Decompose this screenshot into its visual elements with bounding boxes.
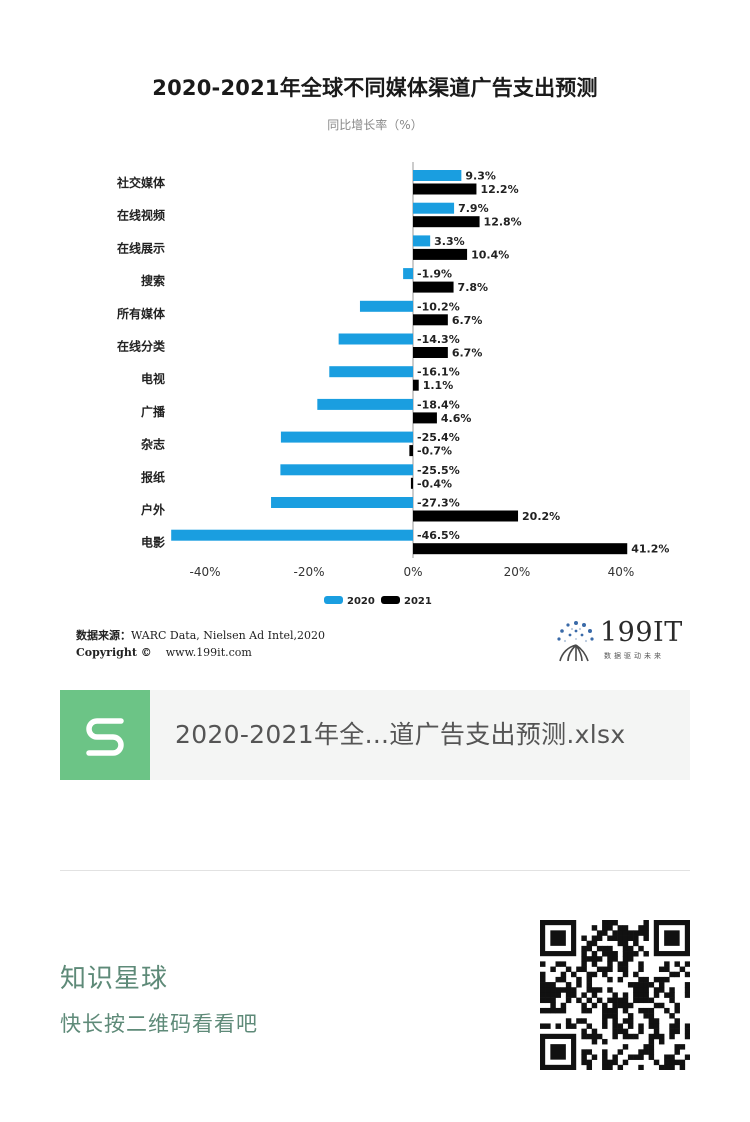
data-label-2020: -18.4% (417, 398, 460, 411)
bar-2020 (413, 202, 455, 214)
planet-title: 知识星球 (60, 964, 169, 994)
source-url: www.199it.com (165, 646, 252, 659)
category-label: 所有媒体 (117, 306, 166, 321)
category-label: 杂志 (141, 437, 165, 452)
source-label: 数据来源： (76, 629, 131, 642)
bar-2021 (410, 477, 413, 489)
bar-chart: 社交媒体 9.3%12.2% 在线视频 7.9%12.8% 在线展示 3.3% 10.4% 搜… (116, 162, 669, 607)
data-label-2021: 10.4% (471, 248, 509, 261)
x-tick-label: 40% (608, 565, 635, 579)
data-label-2020: -16.1% (417, 366, 460, 379)
data-label-2020: -27.3% (417, 497, 460, 510)
category-label: 报纸 (141, 469, 165, 484)
data-label-2021: 4.6% (441, 412, 472, 425)
data-label-2021: 20.2% (522, 510, 560, 523)
legend-swatch-2020 (324, 596, 343, 604)
category-label: 社交媒体 (116, 175, 166, 190)
category-label: 在线展示 (117, 240, 165, 255)
s-file-icon (60, 690, 150, 780)
category-label: 电视 (141, 371, 165, 386)
data-label-2020: 3.3% (434, 235, 465, 248)
bar-2020 (413, 235, 431, 247)
source-line: 数据来源：WARC Data, Nielsen Ad Intel,2020 (76, 627, 325, 643)
data-label-2020: -10.2% (417, 300, 460, 313)
data-label-2021: 1.1% (423, 379, 454, 392)
bar-2021 (409, 445, 413, 457)
data-label-2021: 6.7% (452, 347, 483, 360)
bar-2021 (413, 379, 419, 391)
chart-title: 2020-2021年全球不同媒体渠道广告支出预测 (152, 76, 598, 100)
bar-2020 (171, 529, 413, 541)
bar-2020 (413, 170, 462, 181)
file-name: 2020-2021年全...道广告支出预测.xlsx (175, 720, 626, 749)
source-text: WARC Data, Nielsen Ad Intel,2020 (131, 629, 326, 642)
data-label-2020: -25.5% (417, 464, 460, 477)
bar-2020 (317, 398, 413, 410)
file-attachment-card[interactable]: 2020-2021年全...道广告支出预测.xlsx (60, 690, 690, 780)
data-label-2021: 6.7% (452, 314, 483, 327)
category-label: 广播 (141, 404, 166, 419)
bar-2021 (413, 412, 437, 424)
bar-2020 (271, 497, 413, 508)
category-label: 在线分类 (117, 339, 166, 354)
bar-2020 (359, 300, 413, 312)
qr-code-icon (540, 920, 691, 1071)
brand-logo: 199IT 数据驱动未来 (552, 617, 712, 665)
copyright-line: Copyright © www.199it.com (76, 646, 252, 659)
chart-panel: 2020-2021年全球不同媒体渠道广告支出预测 同比增长率（%） 社交媒体 9.… (116, 76, 669, 607)
logo-text: 199IT (600, 617, 683, 648)
category-label: 户外 (141, 502, 165, 517)
bar-2020 (338, 333, 413, 345)
bar-2021 (413, 347, 448, 358)
data-label-2021: 7.8% (458, 281, 489, 294)
chart-subtitle: 同比增长率（%） (327, 118, 423, 132)
data-label-2020: -14.3% (417, 333, 460, 346)
bar-2021 (413, 314, 448, 326)
dots-logo-icon (557, 621, 594, 662)
x-tick-label: -20% (293, 565, 324, 579)
data-label-2020: -25.4% (417, 431, 460, 444)
data-label-2020: -46.5% (417, 529, 460, 542)
x-tick-label: 20% (504, 565, 531, 579)
legend-swatch-2021 (381, 596, 400, 604)
category-label: 电影 (141, 535, 165, 550)
divider (60, 870, 690, 871)
bar-2020 (280, 431, 413, 443)
bar-2021 (413, 543, 628, 555)
copyright-label: Copyright © (76, 646, 152, 659)
data-label-2021: 12.8% (484, 216, 522, 229)
x-tick-label: -40% (189, 565, 220, 579)
legend-label: 2020 (347, 596, 375, 607)
data-label-2021: 41.2% (631, 543, 669, 556)
bar-2020 (329, 366, 413, 378)
data-label-2021: -0.4% (417, 477, 452, 490)
data-label-2021: 12.2% (480, 183, 518, 196)
bar-2021 (413, 248, 468, 260)
legend-label: 2021 (404, 596, 432, 607)
data-label-2020: -1.9% (417, 268, 452, 281)
bar-2021 (413, 281, 454, 293)
bar-2021 (413, 510, 519, 522)
category-label: 搜索 (141, 273, 165, 288)
category-label: 在线视频 (117, 208, 165, 223)
data-label-2020: 9.3% (465, 170, 496, 183)
bar-2021 (413, 183, 477, 195)
logo-tagline: 数据驱动未来 (604, 652, 664, 660)
data-label-2020: 7.9% (458, 202, 489, 215)
data-label-2021: -0.7% (417, 445, 452, 458)
bar-2021 (413, 216, 480, 228)
planet-subtitle: 快长按二维码看看吧 (60, 1012, 258, 1036)
bar-2020 (280, 464, 413, 476)
bar-2020 (403, 268, 413, 280)
x-tick-label: 0% (403, 565, 422, 579)
